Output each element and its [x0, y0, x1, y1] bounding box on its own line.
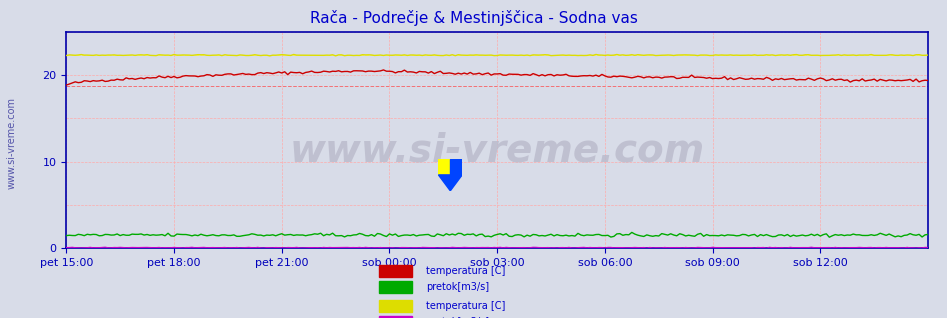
Polygon shape	[438, 175, 462, 191]
Bar	[451, 159, 462, 175]
Text: www.si-vreme.com: www.si-vreme.com	[7, 97, 16, 189]
Bar	[379, 300, 412, 312]
Text: temperatura [C]: temperatura [C]	[426, 266, 506, 276]
Text: Rača - Podrečje & Mestinjščica - Sodna vas: Rača - Podrečje & Mestinjščica - Sodna v…	[310, 10, 637, 25]
Text: www.si-vreme.com: www.si-vreme.com	[290, 132, 705, 170]
Text: pretok[m3/s]: pretok[m3/s]	[426, 317, 490, 318]
Bar	[438, 159, 451, 175]
Text: temperatura [C]: temperatura [C]	[426, 301, 506, 311]
Bar	[379, 316, 412, 318]
Bar	[379, 265, 412, 277]
Text: pretok[m3/s]: pretok[m3/s]	[426, 282, 490, 292]
Bar	[379, 281, 412, 293]
